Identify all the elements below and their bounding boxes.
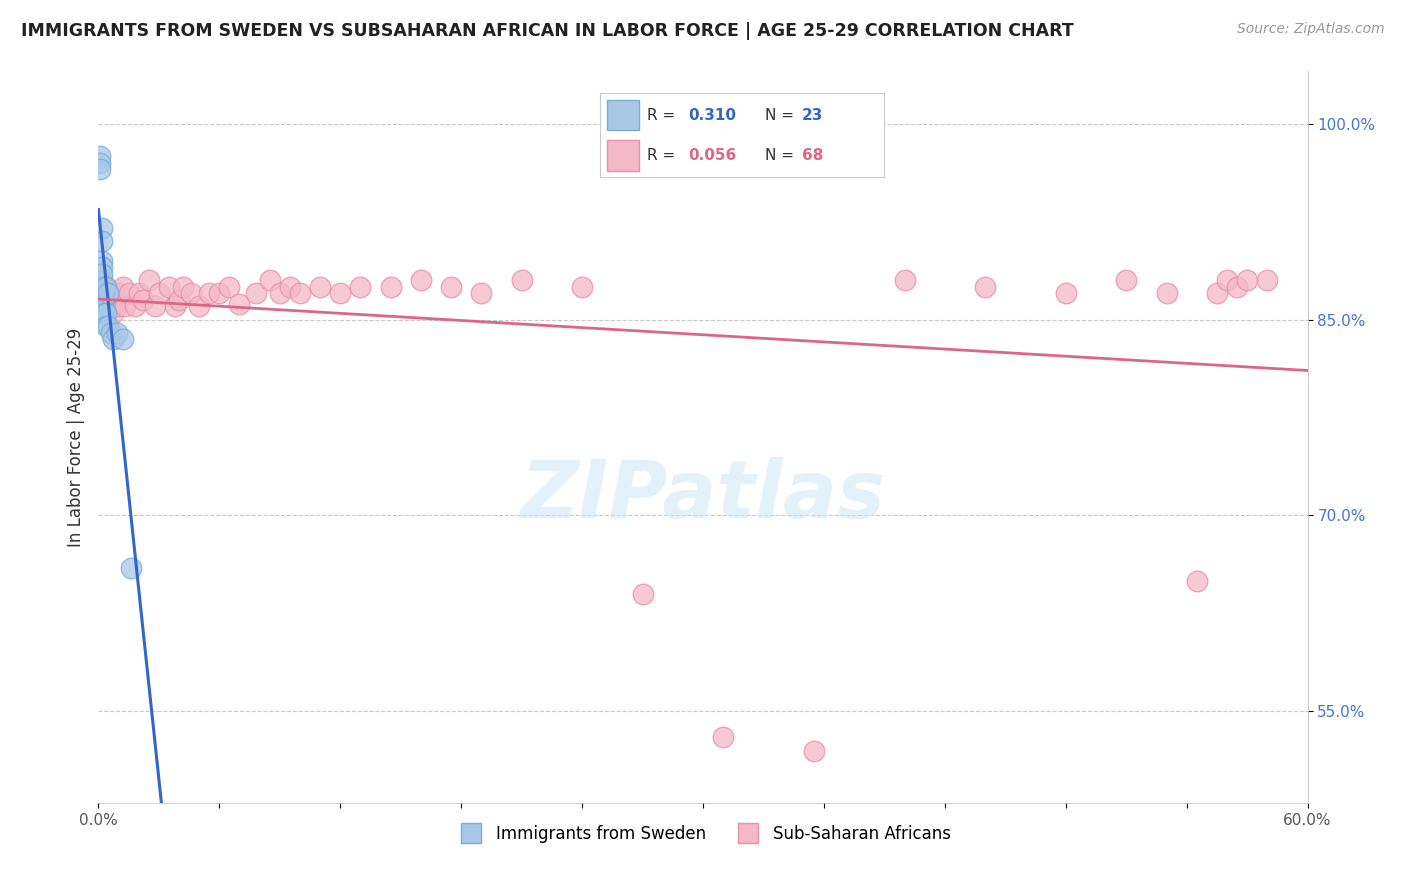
Point — [288, 286, 311, 301]
Point — [1236, 273, 1258, 287]
Point — [97, 286, 120, 301]
Point — [1156, 286, 1178, 301]
Point — [93, 293, 115, 307]
Point — [93, 286, 115, 301]
Point — [97, 319, 120, 334]
Point — [91, 306, 114, 320]
Point — [97, 302, 120, 317]
Point — [1054, 286, 1077, 301]
Point — [91, 297, 114, 311]
Point — [278, 280, 301, 294]
Point — [101, 332, 124, 346]
Point — [118, 286, 141, 301]
Point — [114, 300, 136, 314]
Y-axis label: In Labor Force | Age 25-29: In Labor Force | Age 25-29 — [66, 327, 84, 547]
Text: Source: ZipAtlas.com: Source: ZipAtlas.com — [1237, 22, 1385, 37]
Point — [163, 300, 186, 314]
Point — [97, 286, 120, 301]
Point — [440, 280, 463, 294]
Point — [96, 306, 118, 320]
Point — [245, 286, 267, 301]
Point — [803, 743, 825, 757]
Point — [198, 286, 221, 301]
Text: ZIPatlas: ZIPatlas — [520, 457, 886, 534]
Point — [103, 286, 125, 301]
Point — [91, 221, 114, 235]
Point — [329, 286, 352, 301]
Point — [1206, 286, 1229, 301]
Point — [470, 286, 492, 301]
Point — [96, 297, 118, 311]
Point — [1226, 280, 1249, 294]
Point — [93, 293, 115, 307]
Point — [510, 273, 533, 287]
Point — [167, 293, 190, 307]
Point — [228, 297, 250, 311]
Point — [180, 286, 202, 301]
Point — [380, 280, 402, 294]
Point — [571, 280, 593, 294]
Point — [148, 286, 170, 301]
Point — [974, 280, 997, 294]
Point — [93, 280, 115, 294]
Point — [101, 306, 124, 320]
Point — [91, 273, 114, 287]
Point — [91, 234, 114, 248]
Point — [124, 300, 146, 314]
Point — [96, 280, 118, 294]
Point — [111, 332, 134, 346]
Point — [309, 280, 332, 294]
Point — [96, 280, 118, 294]
Point — [93, 306, 115, 320]
Point — [89, 280, 111, 294]
Legend: Immigrants from Sweden, Sub-Saharan Africans: Immigrants from Sweden, Sub-Saharan Afri… — [449, 818, 957, 849]
Point — [1185, 574, 1208, 588]
Point — [259, 273, 281, 287]
Point — [172, 280, 194, 294]
Point — [107, 286, 129, 301]
Point — [143, 300, 166, 314]
Point — [138, 273, 160, 287]
Point — [93, 302, 115, 317]
Point — [188, 300, 211, 314]
Point — [1216, 273, 1239, 287]
Point — [91, 253, 114, 268]
Point — [93, 280, 115, 294]
Point — [89, 300, 111, 314]
Point — [96, 319, 118, 334]
Point — [91, 267, 114, 281]
Point — [157, 280, 180, 294]
Point — [105, 300, 128, 314]
Point — [409, 273, 432, 287]
Point — [89, 293, 111, 307]
Point — [89, 162, 111, 177]
Point — [111, 280, 134, 294]
Point — [132, 293, 155, 307]
Point — [349, 280, 371, 294]
Point — [101, 293, 124, 307]
Point — [100, 286, 122, 301]
Point — [91, 286, 114, 301]
Point — [1115, 273, 1137, 287]
Point — [120, 560, 142, 574]
Point — [893, 273, 915, 287]
Point — [711, 731, 734, 745]
Point — [100, 326, 122, 340]
Point — [218, 280, 240, 294]
Point — [631, 587, 654, 601]
Point — [93, 302, 115, 317]
Point — [91, 260, 114, 275]
Point — [100, 300, 122, 314]
Point — [269, 286, 291, 301]
Point — [1256, 273, 1278, 287]
Point — [89, 156, 111, 170]
Point — [128, 286, 150, 301]
Point — [105, 326, 128, 340]
Point — [208, 286, 231, 301]
Point — [89, 149, 111, 163]
Text: IMMIGRANTS FROM SWEDEN VS SUBSAHARAN AFRICAN IN LABOR FORCE | AGE 25-29 CORRELAT: IMMIGRANTS FROM SWEDEN VS SUBSAHARAN AFR… — [21, 22, 1074, 40]
